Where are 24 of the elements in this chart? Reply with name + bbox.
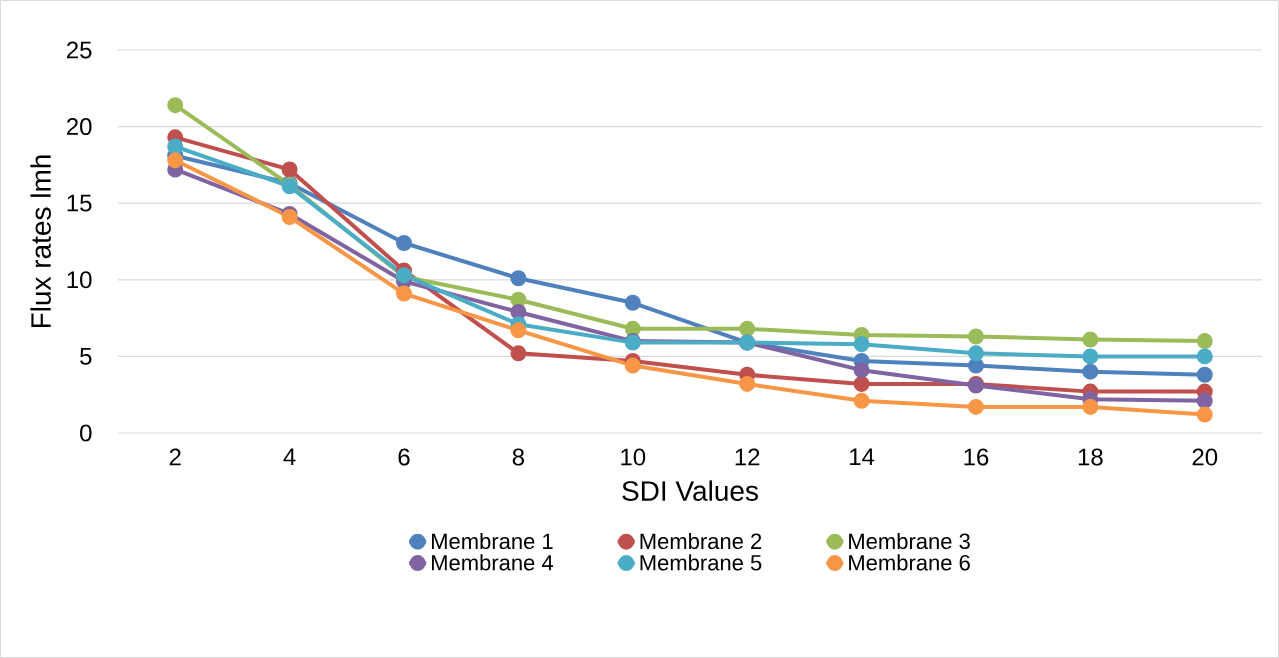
legend-label: Membrane 1: [432, 532, 553, 550]
x-tick-label: 20: [1192, 448, 1218, 466]
y-tick-label: 5: [80, 348, 92, 365]
legend-label: Membrane 3: [849, 532, 970, 550]
x-tick-label: 2: [169, 448, 181, 466]
y-axis-title: Flux rates lmh: [30, 155, 51, 328]
y-tick-label: 15: [67, 194, 92, 212]
legend-label: Membrane 2: [640, 532, 762, 550]
legend-label: Membrane 5: [640, 554, 762, 571]
x-tick-label: 10: [621, 448, 646, 466]
x-axis-title: SDI Values: [622, 480, 758, 501]
y-tick-label: 25: [66, 41, 92, 59]
x-tick-label: 6: [398, 448, 410, 466]
x-tick-label: 8: [512, 448, 525, 466]
y-tick-label: 10: [67, 271, 92, 289]
legend-label: Membrane 4: [432, 554, 554, 571]
x-tick-label: 4: [283, 448, 296, 466]
x-tick-label: 16: [964, 448, 989, 466]
x-tick-label: 18: [1078, 448, 1103, 466]
x-tick-label: 14: [850, 448, 875, 466]
x-tick-label: 12: [735, 448, 760, 466]
legend-label: Membrane 6: [849, 554, 970, 571]
y-tick-label: 0: [80, 424, 92, 442]
y-tick-label: 20: [66, 118, 92, 136]
